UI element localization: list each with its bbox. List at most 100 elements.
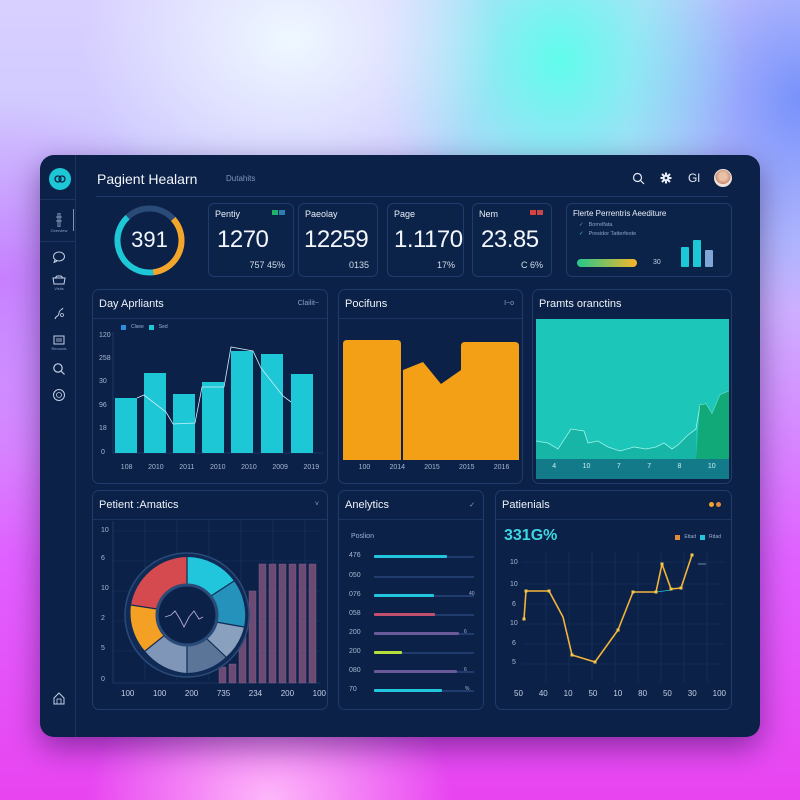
top-actions: Gl: [630, 169, 732, 187]
y-tick: 10: [101, 527, 109, 534]
x-axis-labels: 100 100 200 735 234 200 100: [121, 689, 326, 698]
kpi-delta: 17%: [436, 260, 455, 270]
kpi-value: 12259: [304, 226, 369, 253]
feature-item: ✓ Borrelfata: [579, 222, 613, 228]
mini-bar: [681, 247, 689, 267]
sidebar-item-label: Records: [51, 346, 67, 351]
sidebar: Overview Visits Records: [40, 155, 76, 737]
kpi-card[interactable]: Page 1.1170 17%: [387, 203, 464, 277]
y-tick: 120: [99, 332, 111, 339]
chat-icon: [53, 251, 65, 263]
panel-title: Patienials: [502, 499, 550, 511]
hbar-row: 076 40: [349, 591, 479, 601]
x-axis-labels: 50 40 10 50 10 80 50 30 100: [514, 689, 726, 698]
sidebar-item-chat[interactable]: [46, 251, 72, 263]
panel-status-dots[interactable]: [709, 502, 721, 507]
activity-icon: [54, 307, 64, 320]
y-tick: 5: [512, 659, 516, 666]
x-axis-labels: 108 2010 2011 2010 2010 2009 2019: [120, 464, 320, 471]
search-button[interactable]: [630, 170, 646, 186]
hbar-fill: [374, 689, 442, 692]
panel-title: Petient :Amatics: [99, 499, 179, 511]
kpi-label: Paeolay: [305, 209, 338, 219]
area-chart: [343, 340, 519, 460]
hbar-fill: [374, 613, 435, 616]
gauge-ring: [114, 205, 185, 276]
panel-divider: [93, 519, 327, 520]
y-tick: 10: [510, 581, 518, 588]
sidebar-item-records[interactable]: Records: [46, 335, 72, 351]
check-icon: ✓: [579, 222, 584, 228]
hbar-row: 200 6: [349, 629, 479, 639]
status-dot: [709, 502, 714, 507]
y-tick: 96: [99, 402, 107, 409]
sidebar-item-label: Visits: [54, 286, 64, 291]
hbar-label: 476: [349, 552, 361, 559]
hbar-track: [374, 576, 474, 578]
kpi-card[interactable]: Nem 23.85 C 6%: [472, 203, 552, 277]
hbar-row: 050: [349, 572, 479, 582]
mini-bar-chart: [681, 240, 713, 267]
kpi-value: 23.85: [481, 226, 539, 253]
y-tick: 6: [101, 555, 105, 562]
sidebar-item-search[interactable]: [46, 362, 72, 376]
page-subtitle-tab[interactable]: Dutahits: [226, 174, 256, 183]
notifications-button[interactable]: Gl: [686, 170, 702, 186]
settings-button[interactable]: [658, 170, 674, 186]
panel-check-toggle[interactable]: ✓: [469, 502, 475, 509]
sidebar-item-help[interactable]: [46, 388, 72, 402]
y-tick: 10: [510, 620, 518, 627]
inbox-icon: [52, 275, 66, 285]
kpi-card[interactable]: Pentiy 1270 757 45%: [208, 203, 294, 277]
kpi-value: 1270: [217, 226, 269, 253]
hbar-label: 080: [349, 667, 361, 674]
mini-bar: [693, 240, 701, 267]
search-icon: [53, 363, 65, 375]
progress-fill: [577, 259, 637, 267]
hbar-row: 476: [349, 552, 479, 562]
feature-item: ✓ Presidor Tatterfeste: [579, 231, 637, 237]
hbar-row: 200: [349, 648, 479, 658]
y-tick: 2: [101, 615, 105, 622]
dashboard-icon: [56, 213, 62, 227]
sidebar-item-activity[interactable]: [46, 307, 72, 321]
hbar-label: 076: [349, 591, 361, 598]
kpi-value: 1.1170: [394, 226, 463, 253]
panel-menu[interactable]: I~o: [504, 300, 514, 307]
panel-dropdown-toggle[interactable]: ˅: [314, 501, 319, 508]
chart-legend: Ettad Rdad: [675, 534, 721, 540]
kpi-status-badge: [272, 210, 285, 215]
x-axis-labels: 4 10 7 7 8 10: [552, 463, 716, 470]
sidebar-item-home[interactable]: [46, 691, 72, 705]
gear-icon: [660, 172, 672, 184]
hbar-fill: [374, 651, 402, 654]
panel-menu[interactable]: Clailit~: [297, 300, 319, 307]
sidebar-item-overview[interactable]: Overview: [46, 213, 72, 233]
y-tick: 10: [510, 559, 518, 566]
kpi-card[interactable]: Paeolay 12259 0135: [298, 203, 378, 277]
feature-card[interactable]: Flerte Perrentris Aeediture ✓ Borrelfata …: [566, 203, 732, 277]
kpi-status-badge: [530, 210, 543, 215]
page-title: Pagient Healarn: [97, 171, 198, 187]
sidebar-item-visits[interactable]: Visits: [46, 275, 72, 291]
panel-title: Day Aprliants: [99, 298, 164, 310]
hbar-end-label: 6: [464, 629, 467, 635]
hbar-track: [374, 652, 474, 654]
gauge-value: 391: [131, 227, 168, 252]
app-logo[interactable]: [49, 168, 71, 190]
hbar-label: 200: [349, 629, 361, 636]
panel-divider: [339, 519, 483, 520]
hbar-fill: [374, 555, 447, 558]
kpi-delta: C 6%: [520, 260, 543, 270]
bar-chart: [112, 332, 323, 454]
section-label: Poslion: [351, 533, 374, 540]
hbar-end-label: 40: [469, 591, 475, 597]
hbar-row: 080 6: [349, 667, 479, 677]
y-tick: 30: [99, 378, 107, 385]
status-dot: [716, 502, 721, 507]
panel-title: Anelytics: [345, 499, 390, 511]
y-tick: 18: [99, 425, 107, 432]
kpi-label: Page: [394, 209, 416, 219]
avatar[interactable]: [714, 169, 732, 187]
notification-icon: Gl: [688, 171, 700, 185]
